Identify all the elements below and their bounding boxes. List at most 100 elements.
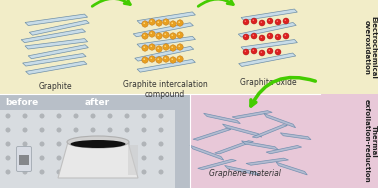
Polygon shape	[215, 141, 253, 154]
Polygon shape	[223, 124, 262, 137]
Circle shape	[260, 52, 262, 53]
Polygon shape	[264, 114, 296, 128]
Circle shape	[143, 58, 145, 60]
Polygon shape	[25, 14, 88, 26]
Circle shape	[157, 47, 159, 49]
Circle shape	[158, 170, 164, 174]
Circle shape	[170, 45, 176, 51]
Circle shape	[56, 114, 62, 118]
Circle shape	[275, 34, 281, 40]
Circle shape	[285, 20, 286, 21]
Circle shape	[90, 155, 96, 161]
Polygon shape	[241, 39, 297, 50]
Text: Graphite oxide: Graphite oxide	[240, 78, 296, 87]
Circle shape	[177, 20, 183, 26]
Polygon shape	[26, 61, 87, 74]
Circle shape	[267, 18, 273, 24]
Circle shape	[107, 114, 113, 118]
Circle shape	[157, 34, 159, 36]
Bar	[0, 110, 175, 188]
Circle shape	[107, 155, 113, 161]
Polygon shape	[28, 45, 88, 59]
Circle shape	[150, 32, 152, 34]
Circle shape	[251, 48, 257, 54]
Circle shape	[259, 35, 265, 41]
Circle shape	[39, 142, 45, 146]
Circle shape	[39, 170, 45, 174]
Circle shape	[163, 56, 169, 62]
Circle shape	[158, 155, 164, 161]
Circle shape	[259, 50, 265, 56]
Circle shape	[90, 127, 96, 133]
Circle shape	[243, 19, 249, 25]
Text: Graphite: Graphite	[38, 82, 72, 91]
Circle shape	[124, 127, 130, 133]
Circle shape	[142, 57, 148, 63]
Circle shape	[158, 114, 164, 118]
Circle shape	[277, 51, 278, 52]
Circle shape	[163, 32, 169, 38]
Circle shape	[56, 155, 62, 161]
Circle shape	[73, 155, 79, 161]
Bar	[190, 94, 320, 188]
Polygon shape	[225, 165, 259, 175]
Circle shape	[178, 57, 180, 59]
Circle shape	[124, 155, 130, 161]
Circle shape	[107, 127, 113, 133]
Circle shape	[90, 114, 96, 118]
Circle shape	[150, 57, 152, 59]
Polygon shape	[238, 23, 296, 37]
Polygon shape	[58, 142, 138, 178]
Text: Thermal
exfoliation-reduction: Thermal exfoliation-reduction	[364, 99, 376, 183]
Circle shape	[243, 49, 249, 55]
Polygon shape	[252, 125, 287, 138]
Bar	[320, 94, 378, 188]
Circle shape	[171, 34, 173, 36]
Circle shape	[157, 21, 159, 23]
Circle shape	[149, 56, 155, 62]
Circle shape	[243, 34, 249, 40]
Circle shape	[56, 170, 62, 174]
Polygon shape	[241, 9, 297, 20]
Circle shape	[283, 33, 289, 39]
Circle shape	[277, 36, 278, 37]
Text: Graphene material: Graphene material	[209, 169, 281, 178]
Circle shape	[277, 20, 278, 22]
Text: Electrochemical
overoxidation: Electrochemical overoxidation	[364, 16, 376, 78]
Circle shape	[142, 21, 148, 27]
Circle shape	[142, 33, 148, 39]
Circle shape	[275, 19, 281, 25]
Circle shape	[164, 57, 166, 59]
Circle shape	[23, 127, 28, 133]
Circle shape	[107, 142, 113, 146]
Circle shape	[150, 45, 152, 47]
Bar	[0, 0, 320, 94]
Circle shape	[6, 142, 11, 146]
Circle shape	[23, 142, 28, 146]
Circle shape	[171, 58, 173, 60]
Text: after: after	[85, 98, 110, 107]
Circle shape	[73, 114, 79, 118]
Polygon shape	[137, 12, 195, 24]
Circle shape	[267, 48, 273, 54]
Circle shape	[178, 45, 180, 47]
Polygon shape	[25, 39, 88, 49]
Circle shape	[253, 20, 254, 21]
Circle shape	[285, 35, 286, 36]
Circle shape	[163, 19, 169, 25]
Circle shape	[275, 49, 281, 55]
Circle shape	[23, 114, 28, 118]
Polygon shape	[23, 54, 86, 66]
Circle shape	[39, 155, 45, 161]
Circle shape	[6, 114, 11, 118]
Circle shape	[164, 33, 166, 35]
Polygon shape	[246, 158, 288, 165]
Circle shape	[253, 35, 254, 36]
Circle shape	[171, 46, 173, 48]
Circle shape	[156, 57, 162, 63]
Circle shape	[73, 170, 79, 174]
Circle shape	[245, 36, 246, 37]
Circle shape	[170, 21, 176, 27]
Circle shape	[39, 127, 45, 133]
Circle shape	[6, 170, 11, 174]
